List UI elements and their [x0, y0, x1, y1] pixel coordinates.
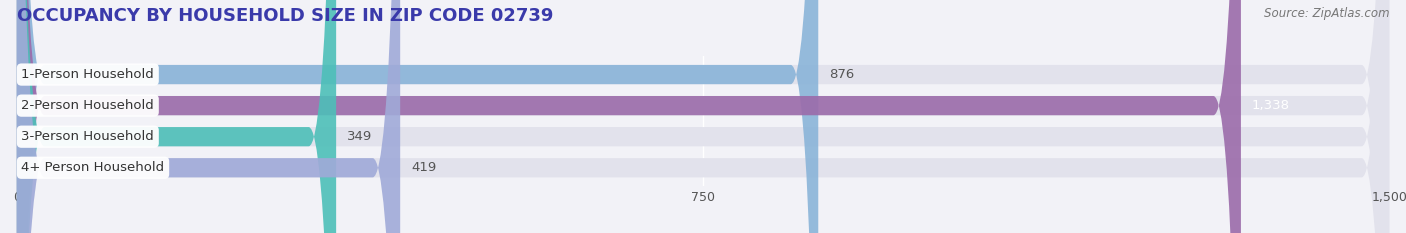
- FancyBboxPatch shape: [17, 0, 336, 233]
- FancyBboxPatch shape: [17, 0, 1389, 233]
- Text: 4+ Person Household: 4+ Person Household: [21, 161, 165, 174]
- Text: 1,338: 1,338: [1251, 99, 1289, 112]
- Text: OCCUPANCY BY HOUSEHOLD SIZE IN ZIP CODE 02739: OCCUPANCY BY HOUSEHOLD SIZE IN ZIP CODE …: [17, 7, 553, 25]
- FancyBboxPatch shape: [17, 0, 1389, 233]
- Text: 3-Person Household: 3-Person Household: [21, 130, 155, 143]
- Text: Source: ZipAtlas.com: Source: ZipAtlas.com: [1264, 7, 1389, 20]
- FancyBboxPatch shape: [17, 0, 1389, 233]
- FancyBboxPatch shape: [17, 0, 1241, 233]
- Text: 419: 419: [411, 161, 436, 174]
- Text: 2-Person Household: 2-Person Household: [21, 99, 155, 112]
- FancyBboxPatch shape: [17, 0, 1389, 233]
- Text: 349: 349: [347, 130, 373, 143]
- Text: 876: 876: [830, 68, 855, 81]
- Text: 1-Person Household: 1-Person Household: [21, 68, 155, 81]
- FancyBboxPatch shape: [17, 0, 401, 233]
- FancyBboxPatch shape: [17, 0, 818, 233]
